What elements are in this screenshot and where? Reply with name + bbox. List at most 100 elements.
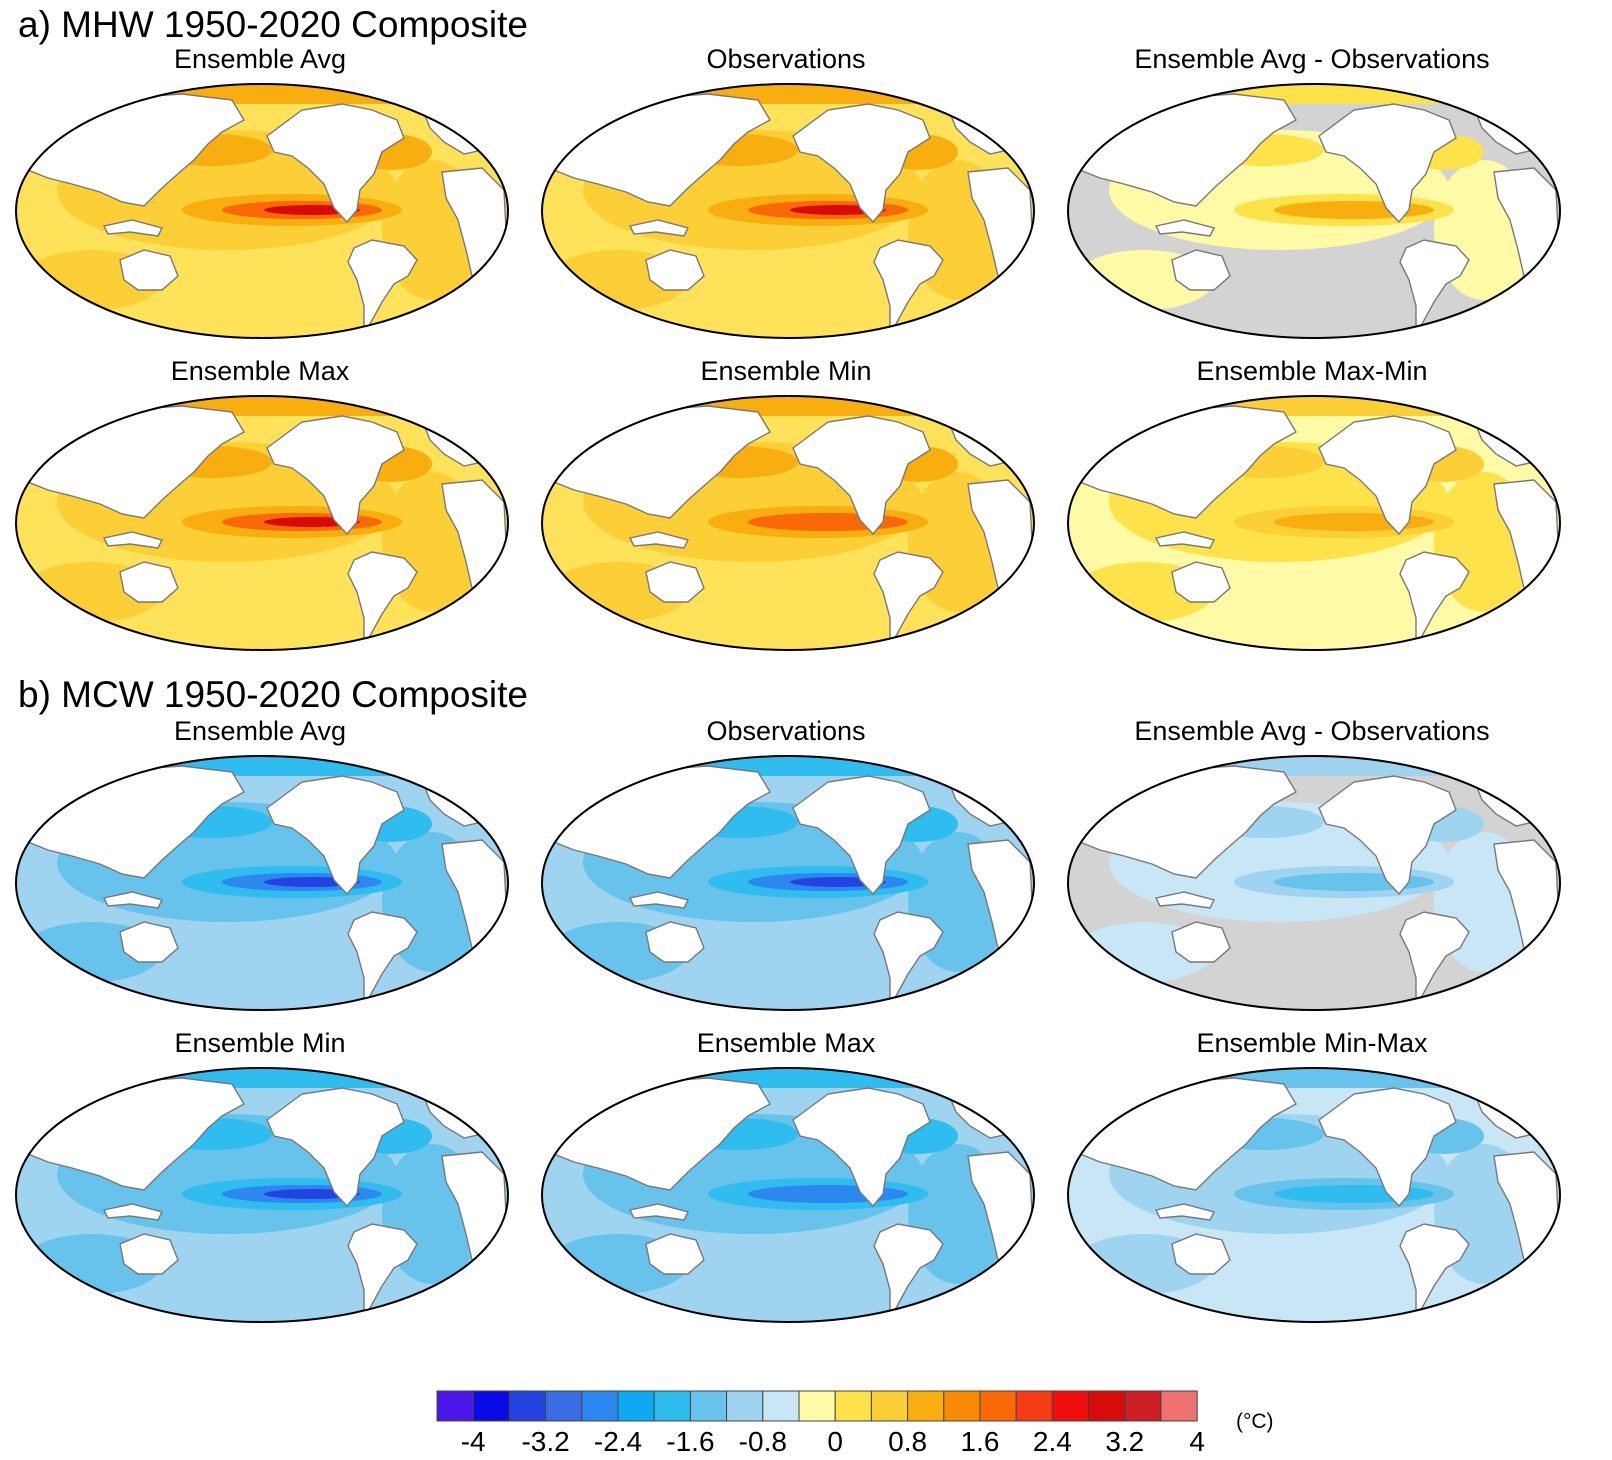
panel-title: Ensemble Min [174, 1028, 346, 1058]
landmass-maritime-continent [102, 219, 164, 237]
colorbar-swatch [834, 1390, 872, 1422]
map-plot [1067, 755, 1561, 1011]
panel-title: Ensemble Max [696, 1028, 876, 1058]
colorbar-swatch [979, 1390, 1017, 1422]
section-title: b) MCW 1950-2020 Composite [18, 674, 528, 715]
map-panel: Ensemble Avg [0, 40, 520, 340]
colorbar-swatch [472, 1390, 510, 1422]
colorbar-tick-label: 4 [1189, 1426, 1205, 1457]
landmass-south-america [873, 1223, 944, 1316]
landmass-south-america [1399, 239, 1470, 332]
colorbar-swatch [726, 1390, 764, 1422]
colorbar-swatch [1015, 1390, 1053, 1422]
colorbar-swatch [617, 1390, 655, 1422]
landmass-maritime-continent [102, 891, 164, 909]
map-plot [541, 755, 1035, 1011]
map-frame [1067, 83, 1561, 339]
map-frame [1067, 755, 1561, 1011]
panel-title: Ensemble Min [700, 356, 872, 386]
panel-title: Ensemble Max [170, 356, 350, 386]
map-panel: Ensemble Min [526, 352, 1046, 652]
landmass-south-america [347, 911, 418, 1004]
map-panel: Ensemble Min [0, 1024, 520, 1324]
landmass-north-america [1318, 775, 1457, 896]
colorbar-tick-label: -0.8 [738, 1426, 787, 1457]
panel-title: Ensemble Avg [173, 716, 347, 746]
map-panel: Ensemble Max [526, 1024, 1046, 1324]
colorbar-tick-label: 0.8 [888, 1426, 928, 1457]
landmass-australia [645, 921, 705, 963]
colorbar-swatch [870, 1390, 909, 1422]
map-panel: Ensemble Min-Max [1052, 1024, 1572, 1324]
landmass-maritime-continent [628, 1203, 690, 1221]
map-plot [541, 83, 1035, 339]
map-plot [15, 395, 509, 651]
landmass-north-america [1318, 415, 1457, 536]
landmass-maritime-continent [628, 891, 690, 909]
map-plot [15, 755, 509, 1011]
map-frame [541, 395, 1035, 651]
colorbar-swatch [1051, 1390, 1090, 1422]
panel-title: Observations [706, 716, 866, 746]
colorbar-tick-label: 1.6 [960, 1426, 1000, 1457]
map-panel: Observations [526, 712, 1046, 1012]
landmass-south-america [1399, 1223, 1470, 1316]
landmass-australia [1171, 1233, 1231, 1275]
landmass-australia [119, 1233, 179, 1275]
map-panel: Observations [526, 40, 1046, 340]
colorbar-swatch [508, 1390, 547, 1422]
map-plot [15, 1067, 509, 1323]
colorbar-swatch [1160, 1390, 1198, 1422]
map-frame [1067, 395, 1561, 651]
panel-title: Ensemble Max-Min [1196, 356, 1428, 386]
colorbar-tick-label: -4 [460, 1426, 486, 1457]
map-plot [541, 1067, 1035, 1323]
landmass-maritime-continent [628, 219, 690, 237]
landmass-south-america [1399, 551, 1470, 644]
landmass-australia [645, 561, 705, 603]
landmass-maritime-continent [1154, 1203, 1216, 1221]
landmass-south-america [873, 239, 944, 332]
map-plot [15, 83, 509, 339]
landmass-australia [645, 249, 705, 291]
colorbar-swatch [581, 1390, 619, 1422]
map-plot [1067, 83, 1561, 339]
landmass-north-america [1318, 103, 1457, 224]
landmass-maritime-continent [1154, 219, 1216, 237]
landmass-australia [119, 249, 179, 291]
colorbar-swatch [545, 1390, 583, 1422]
map-frame [541, 755, 1035, 1011]
colorbar-swatch [436, 1390, 474, 1422]
landmass-north-america [266, 103, 405, 224]
colorbar-swatch [907, 1390, 945, 1422]
landmass-maritime-continent [102, 531, 164, 549]
map-plot [1067, 395, 1561, 651]
landmass-north-america [1318, 1087, 1457, 1208]
panel-title: Ensemble Avg [173, 44, 347, 74]
map-frame [541, 83, 1035, 339]
colorbar-swatch [689, 1390, 728, 1422]
colorbar-swatch [653, 1390, 691, 1422]
landmass-maritime-continent [102, 1203, 164, 1221]
colorbar-swatch [943, 1390, 981, 1422]
map-frame [15, 395, 509, 651]
landmass-south-america [1399, 911, 1470, 1004]
landmass-australia [119, 921, 179, 963]
colorbar-tick-label: 2.4 [1032, 1426, 1072, 1457]
map-frame [541, 1067, 1035, 1323]
landmass-maritime-continent [1154, 891, 1216, 909]
panel-title: Ensemble Min-Max [1196, 1028, 1428, 1058]
landmass-australia [1171, 561, 1231, 603]
landmass-south-america [873, 551, 944, 644]
landmass-australia [1171, 249, 1231, 291]
panel-title: Ensemble Avg - Observations [1134, 716, 1490, 746]
colorbar-swatch [1124, 1390, 1162, 1422]
map-panel: Ensemble Avg - Observations [1052, 712, 1572, 1012]
map-frame [15, 755, 509, 1011]
colorbar-tick-label: 0 [827, 1426, 843, 1457]
landmass-australia [645, 1233, 705, 1275]
landmass-north-america [792, 775, 931, 896]
landmass-south-america [347, 551, 418, 644]
landmass-maritime-continent [1154, 531, 1216, 549]
colorbar-tick-label: -1.6 [666, 1426, 715, 1457]
